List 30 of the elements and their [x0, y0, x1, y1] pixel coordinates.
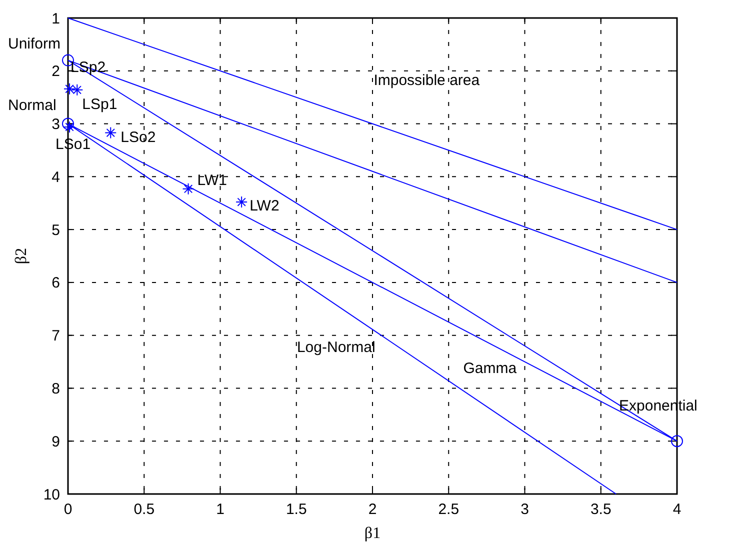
annotation: Gamma: [463, 360, 518, 378]
annotation: Uniform: [8, 36, 61, 53]
x-tick-label: 0: [64, 501, 72, 518]
x-tick-label: 0.5: [134, 501, 155, 518]
x-tick-label: 1: [216, 501, 224, 518]
x-tick-label: 2: [368, 501, 377, 518]
annotation: LSo2: [120, 129, 156, 146]
y-axis-title: β2: [13, 248, 30, 264]
y-tick-label: 1: [52, 10, 60, 28]
y-tick-label: 10: [43, 486, 60, 504]
annotation: Normal: [8, 97, 56, 114]
y-tick-label: 5: [52, 222, 60, 239]
y-tick-label: 8: [52, 380, 60, 398]
y-tick-label: 2: [52, 63, 60, 80]
y-tick-label: 4: [52, 168, 60, 186]
y-tick-label: 3: [52, 116, 60, 134]
y-tick-label: 7: [52, 328, 60, 345]
annotation: LW2: [250, 197, 280, 214]
x-tick-label: 1.5: [286, 501, 307, 518]
x-tick-label: 2.5: [438, 501, 460, 518]
x-tick-label: 4: [672, 501, 682, 518]
annotation: Impossible area: [374, 72, 480, 90]
annotation: LSp1: [82, 96, 118, 114]
annotation: Log-Normal: [296, 339, 376, 356]
x-axis-title: β1: [364, 525, 381, 542]
y-tick-label: 6: [52, 274, 60, 292]
x-tick-label: 3.5: [590, 501, 612, 518]
annotation: LW1: [197, 172, 228, 190]
x-tick-label: 3: [520, 501, 529, 518]
y-tick-label: 9: [52, 433, 60, 450]
